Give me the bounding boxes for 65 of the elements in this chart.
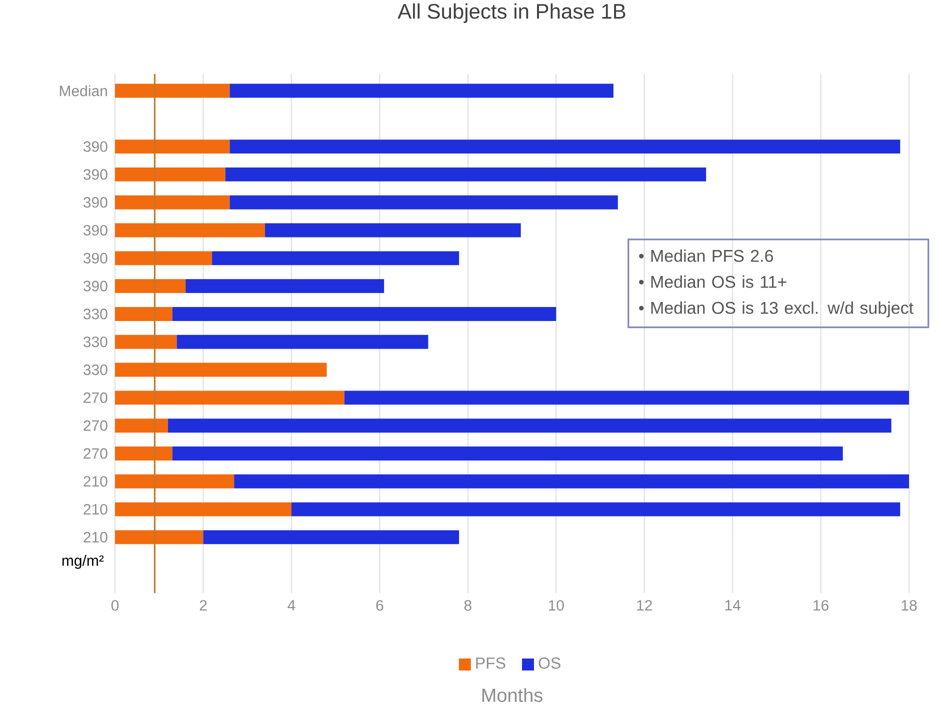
x-axis-title: Months bbox=[482, 688, 542, 702]
bar bbox=[115, 502, 292, 516]
bar bbox=[115, 307, 172, 321]
x-tick-label: 6 bbox=[376, 600, 384, 611]
bar bbox=[115, 84, 230, 98]
x-tick-label: 0 bbox=[111, 600, 119, 611]
bar bbox=[115, 446, 172, 460]
x-tick-label: 8 bbox=[464, 600, 472, 611]
y-tick-label: 210 bbox=[84, 504, 108, 515]
y-tick-label: 330 bbox=[83, 364, 108, 376]
y-tick-label: 390 bbox=[83, 224, 108, 236]
bar bbox=[168, 418, 892, 433]
legend-label: PFS bbox=[476, 657, 506, 669]
y-tick-label: 270 bbox=[84, 420, 108, 431]
bar bbox=[115, 530, 204, 544]
y-tick-label: 330 bbox=[83, 308, 108, 320]
bar bbox=[115, 140, 230, 154]
bar bbox=[230, 84, 614, 98]
y-tick-label: 390 bbox=[83, 280, 108, 292]
x-tick-label: 14 bbox=[725, 600, 740, 610]
bar bbox=[344, 390, 909, 405]
bar bbox=[115, 418, 168, 433]
x-tick-label: 2 bbox=[200, 600, 207, 611]
y-tick-label: 390 bbox=[83, 197, 108, 208]
bar bbox=[203, 530, 460, 544]
legend-label: OS bbox=[538, 657, 560, 669]
y-tick-label: 390 bbox=[83, 252, 108, 264]
x-tick-label: 16 bbox=[814, 600, 828, 611]
bar bbox=[230, 195, 618, 210]
annotation: • Median OS is 13 excl. w/d subject bbox=[639, 301, 914, 318]
bar bbox=[172, 307, 556, 321]
bar bbox=[172, 446, 843, 460]
bar bbox=[115, 195, 230, 210]
bar bbox=[234, 474, 909, 488]
y-tick-label: 330 bbox=[83, 336, 108, 348]
y-tick-label: 390 bbox=[83, 141, 108, 152]
x-tick-label: 10 bbox=[548, 600, 564, 611]
bar bbox=[225, 167, 706, 182]
bar bbox=[115, 251, 212, 266]
bar bbox=[115, 362, 327, 377]
x-tick-label: 18 bbox=[902, 600, 917, 611]
bar bbox=[212, 251, 460, 266]
bar bbox=[264, 223, 521, 238]
annotation: • Median OS is 11+ bbox=[639, 275, 786, 288]
bar bbox=[115, 334, 177, 349]
y-tick-label: Median bbox=[60, 85, 107, 96]
bar bbox=[115, 474, 234, 488]
chart-title: All Subjects in Phase 1B bbox=[398, 3, 626, 23]
bar bbox=[291, 502, 900, 516]
bar bbox=[115, 167, 226, 182]
bar bbox=[115, 223, 265, 238]
y-tick-label: 390 bbox=[83, 169, 108, 180]
y-tick-label: 270 bbox=[84, 392, 108, 404]
y-tick-label: 210 bbox=[84, 532, 108, 543]
bar bbox=[115, 390, 344, 405]
bar bbox=[186, 279, 384, 294]
x-tick-label: 12 bbox=[637, 600, 652, 611]
y-tick-label: 210 bbox=[84, 476, 108, 487]
bar bbox=[230, 140, 900, 154]
annotation: • Median PFS 2.6 bbox=[639, 249, 774, 262]
bar bbox=[176, 334, 428, 349]
y-axis-title: mg/m² bbox=[62, 554, 104, 569]
y-tick-label: 270 bbox=[84, 448, 108, 459]
x-tick-label: 4 bbox=[288, 600, 296, 610]
bar bbox=[115, 279, 186, 294]
